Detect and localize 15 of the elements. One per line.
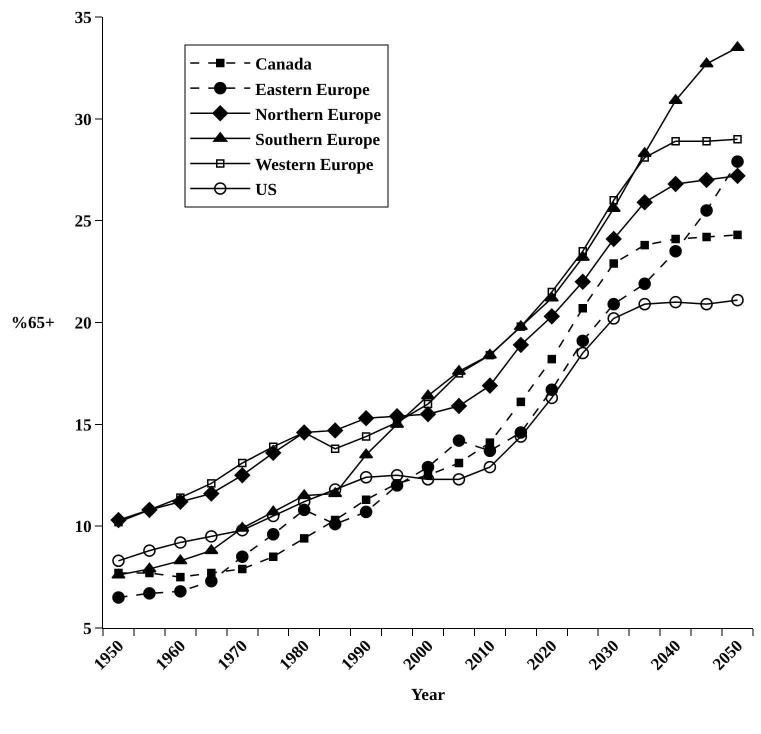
legend-label: Western Europe (255, 155, 374, 174)
x-axis-title: Year (411, 685, 446, 704)
legend-label: Northern Europe (255, 104, 382, 124)
legend-label: Eastern Europe (255, 80, 370, 99)
y-tick-label: 10 (74, 517, 92, 536)
y-tick-label: 35 (74, 8, 92, 27)
legend-label: Canada (255, 54, 312, 74)
y-axis-title: %65+ (11, 313, 55, 332)
legend-label: US (255, 180, 277, 200)
y-tick-label: 5 (83, 618, 92, 638)
y-tick-label: 30 (74, 110, 92, 129)
y-tick-label: 20 (74, 313, 92, 332)
y-tick-label: 15 (74, 415, 92, 434)
y-tick-label: 25 (74, 212, 92, 231)
legend-label: Southern Europe (255, 130, 381, 149)
